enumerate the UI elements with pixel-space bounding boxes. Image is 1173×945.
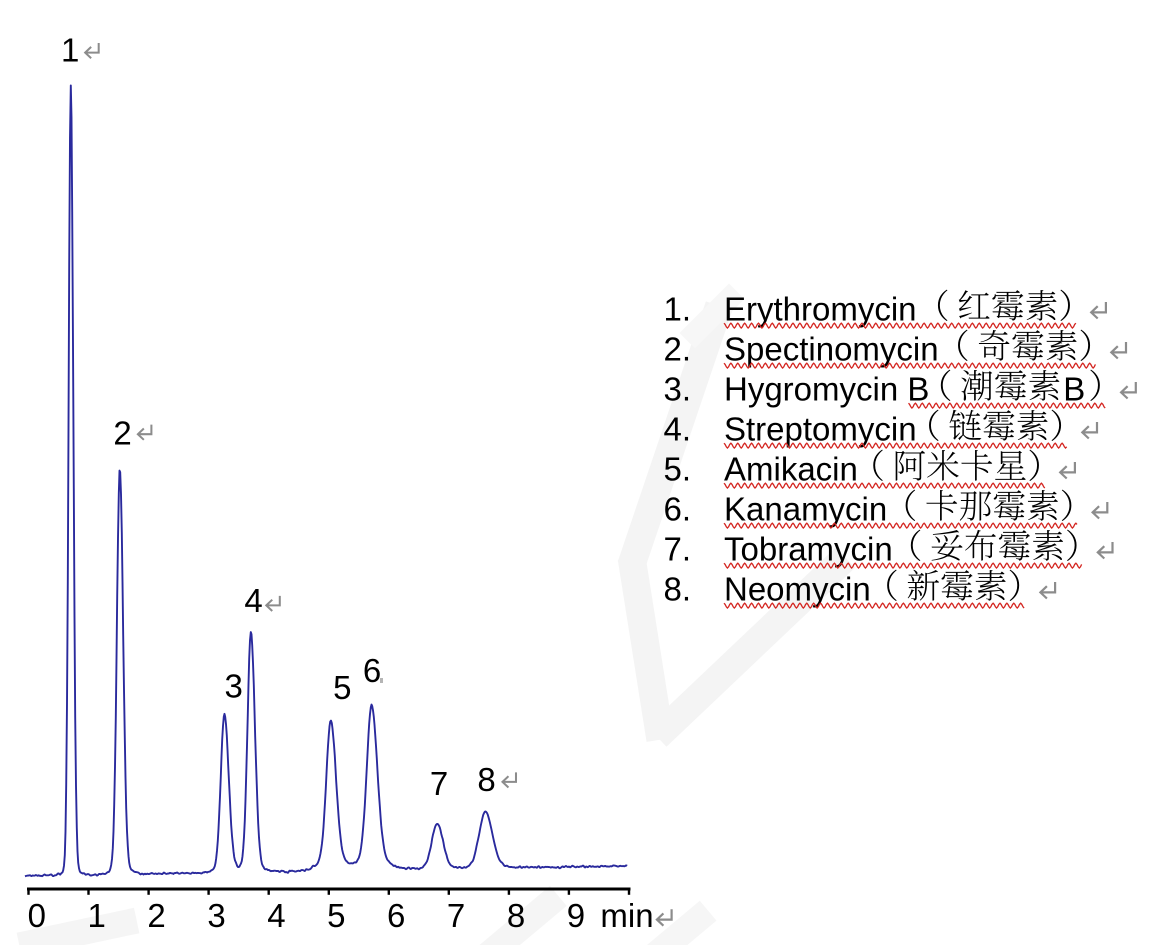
svg-text:Spectinomycin: Spectinomycin: [724, 331, 939, 368]
svg-text:8.: 8.: [664, 571, 692, 608]
svg-text:Erythromycin: Erythromycin: [724, 291, 917, 328]
svg-text:7: 7: [430, 765, 448, 802]
svg-text:3.: 3.: [664, 371, 692, 408]
svg-text:5: 5: [327, 897, 345, 934]
svg-text:7: 7: [447, 897, 465, 934]
svg-text:6: 6: [363, 652, 381, 689]
svg-text:6: 6: [387, 897, 405, 934]
svg-text:Streptomycin: Streptomycin: [724, 411, 917, 448]
svg-text:1.: 1.: [664, 291, 692, 328]
svg-text:Hygromycin B: Hygromycin B: [724, 371, 929, 408]
svg-text:Amikacin: Amikacin: [724, 451, 858, 488]
svg-text:4: 4: [244, 582, 262, 619]
svg-text:4: 4: [267, 897, 285, 934]
svg-text:0: 0: [28, 897, 46, 934]
svg-text:4.: 4.: [664, 411, 692, 448]
svg-text:3: 3: [225, 668, 243, 705]
svg-text:Neomycin: Neomycin: [724, 571, 871, 608]
svg-text:5: 5: [333, 669, 351, 706]
svg-text:2.: 2.: [664, 331, 692, 368]
svg-text:2: 2: [147, 897, 165, 934]
svg-text:min: min: [600, 897, 653, 934]
svg-text:8: 8: [477, 761, 495, 798]
svg-text:B: B: [1063, 371, 1085, 408]
svg-text:3: 3: [207, 897, 225, 934]
svg-text:2: 2: [113, 415, 131, 452]
svg-text:Tobramycin: Tobramycin: [724, 531, 893, 568]
svg-text:1: 1: [61, 32, 79, 69]
svg-text:9: 9: [567, 897, 585, 934]
svg-text:6.: 6.: [664, 491, 692, 528]
svg-text:8: 8: [507, 897, 525, 934]
svg-text:7.: 7.: [664, 531, 692, 568]
svg-text:5.: 5.: [664, 451, 692, 488]
svg-text:1: 1: [88, 897, 106, 934]
svg-text:Kanamycin: Kanamycin: [724, 491, 887, 528]
